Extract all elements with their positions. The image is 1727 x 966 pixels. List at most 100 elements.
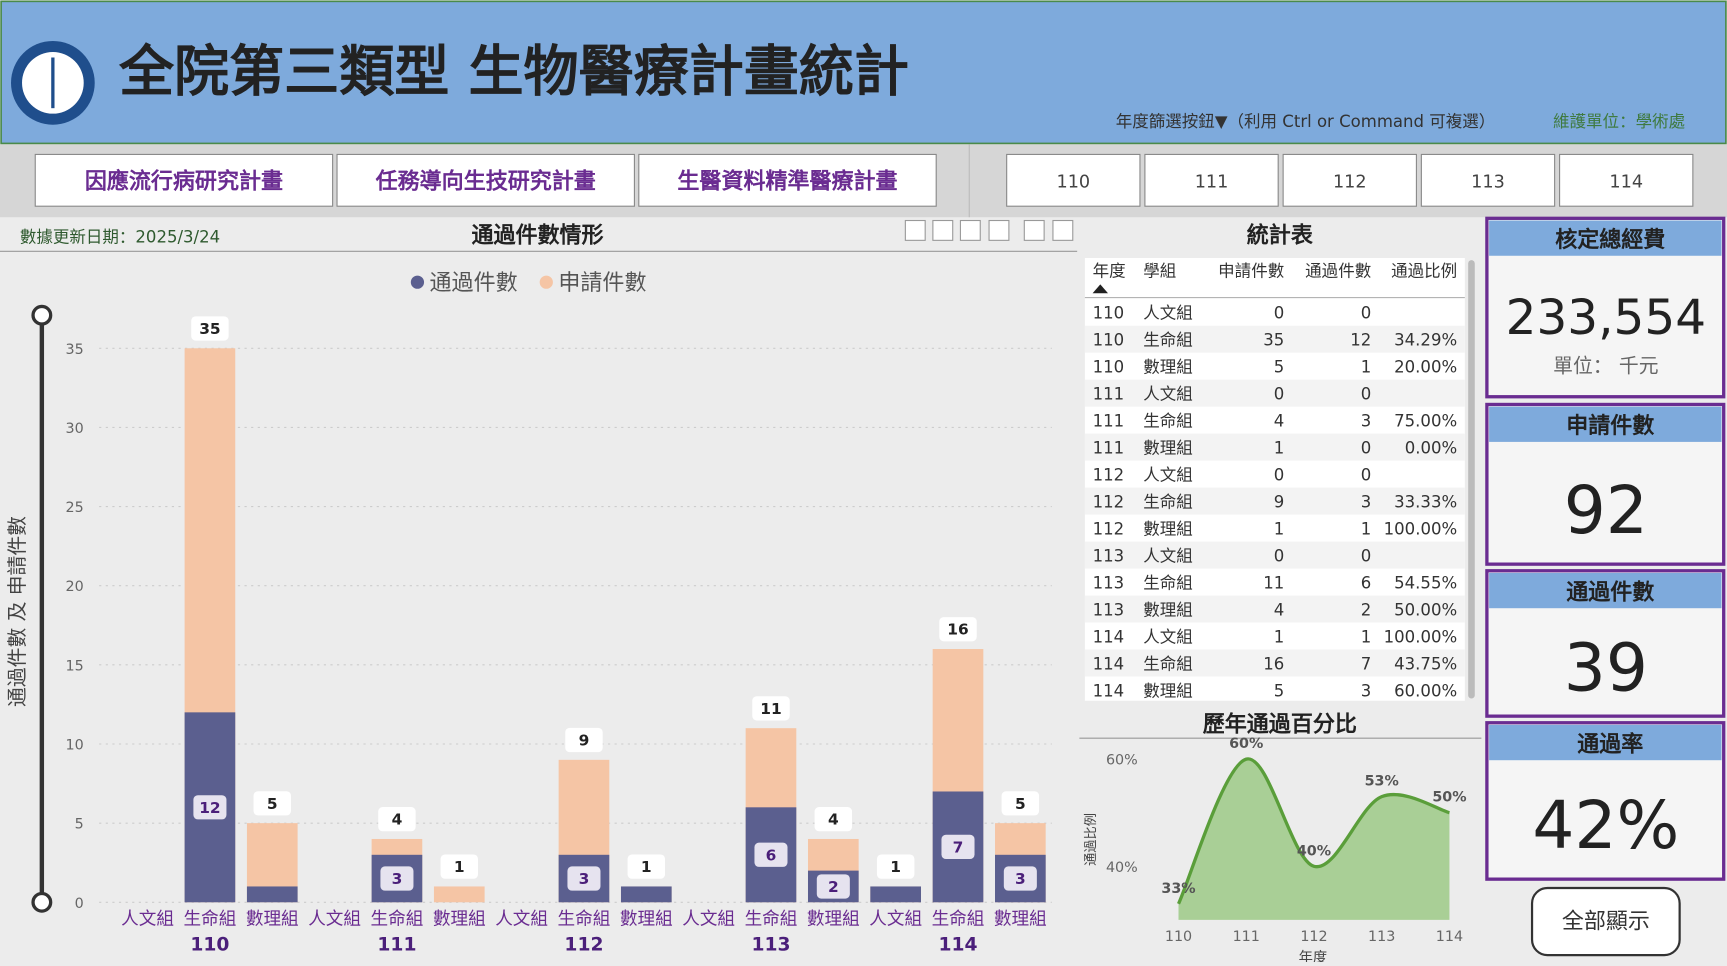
bar[interactable] [433, 886, 485, 903]
x-tick-label: 生命組 [184, 909, 237, 929]
kpi-header [1489, 724, 1722, 761]
kpi-title: 核定總經費 [1555, 227, 1665, 253]
data-label: 3 [579, 870, 590, 888]
year-label[interactable]: 114 [1609, 172, 1643, 192]
data-label-box [567, 866, 601, 891]
legend-marker [539, 275, 553, 289]
table-cell: 35 [1263, 331, 1284, 350]
table-cell: 數理組 [1143, 358, 1193, 377]
table-cell: 114 [1093, 654, 1125, 673]
slider[interactable] [31, 304, 53, 913]
table-cell: 60.00% [1394, 681, 1457, 700]
table-cell: 114 [1093, 627, 1125, 646]
table-cell: 人文組 [1143, 627, 1193, 646]
kpi-value: 42% [1532, 787, 1679, 864]
year-button[interactable] [1420, 153, 1556, 207]
tool-icon[interactable] [904, 219, 926, 241]
table-cell: 50.00% [1394, 600, 1457, 619]
data-label: 35 [199, 320, 220, 338]
year-label[interactable]: 113 [1471, 172, 1505, 192]
year-label[interactable]: 112 [1333, 172, 1367, 192]
tool-icon[interactable] [932, 219, 954, 241]
table-cell: 生命組 [1143, 411, 1193, 430]
table-header: 年度 [1093, 262, 1126, 281]
y-tick-label: 60% [1106, 753, 1138, 769]
table-cell: 1 [1274, 519, 1285, 538]
show-all-label[interactable]: 全部顯示 [1562, 910, 1650, 935]
bar[interactable] [246, 886, 298, 903]
x-tick-label: 生命組 [745, 909, 798, 929]
table-cell: 112 [1093, 519, 1125, 538]
tab-button[interactable] [34, 153, 334, 207]
tool-icon[interactable] [1023, 219, 1045, 241]
data-label-box [754, 842, 788, 867]
tool-icon[interactable] [959, 219, 981, 241]
table-header: 通過比例 [1391, 262, 1457, 281]
data-label: 4 [828, 811, 839, 829]
header-bar [0, 0, 1727, 145]
kpi-header [1489, 572, 1722, 609]
table-cell: 0 [1361, 384, 1372, 403]
bar[interactable] [620, 886, 672, 903]
data-label: 16 [947, 621, 968, 639]
table-cell: 1 [1274, 627, 1285, 646]
table-cell: 110 [1093, 331, 1125, 350]
slider-handle[interactable] [31, 891, 53, 913]
data-label: 1 [890, 858, 901, 876]
tool-icon[interactable] [988, 219, 1010, 241]
table-cell: 0 [1361, 304, 1372, 323]
x-group-label: 111 [377, 935, 416, 956]
data-label: 12 [199, 799, 220, 817]
year-button[interactable] [1006, 153, 1141, 207]
y-axis-title: 通過件數 及 申請件數 [6, 516, 29, 707]
x-group-label: 110 [190, 935, 229, 956]
slider-handle[interactable] [31, 304, 53, 326]
table-cell: 112 [1093, 465, 1125, 484]
x-tick-label: 人文組 [121, 909, 174, 929]
tool-icon[interactable] [1052, 219, 1074, 241]
tab-button[interactable] [336, 153, 635, 207]
table-cell: 0.00% [1405, 438, 1457, 457]
legend-label: 申請件數 [558, 271, 646, 296]
year-button[interactable] [1282, 153, 1417, 207]
tab-label[interactable]: 任務導向生技研究計畫 [375, 169, 596, 195]
table-cell: 20.00% [1394, 358, 1457, 377]
y-tick-label: 15 [66, 658, 84, 674]
table-cell: 2 [1361, 600, 1372, 619]
y-axis-title: 通過比例 [1083, 813, 1099, 866]
table-cell: 數理組 [1143, 600, 1193, 619]
y-tick-label: 25 [66, 500, 84, 516]
tab-label[interactable]: 因應流行病研究計畫 [85, 169, 283, 195]
maintainer: 維護單位：學術處 [1553, 112, 1685, 131]
y-tick-label: 35 [66, 342, 84, 358]
x-tick-label: 人文組 [869, 909, 922, 929]
x-tick-label: 數理組 [807, 909, 860, 929]
x-tick-label: 數理組 [620, 909, 673, 929]
year-button[interactable] [1144, 153, 1279, 207]
data-label: 5 [1015, 795, 1026, 813]
data-label-box [253, 791, 291, 816]
table-cell: 生命組 [1143, 331, 1193, 350]
x-tick-label: 111 [1233, 929, 1260, 945]
tab-button[interactable] [638, 153, 937, 207]
table-cell: 11 [1263, 573, 1284, 592]
show-all-button[interactable] [1530, 886, 1681, 957]
tab-label[interactable]: 生醫資料精準醫療計畫 [677, 169, 897, 195]
data-label-box [378, 807, 416, 832]
year-label[interactable]: 111 [1195, 172, 1229, 192]
kpi-value: 233,554 [1506, 290, 1706, 346]
toolbar [904, 219, 1074, 241]
x-tick-label: 生命組 [371, 909, 424, 929]
x-tick-label: 110 [1165, 929, 1192, 945]
table-cell: 3 [1361, 681, 1372, 700]
table-cell: 生命組 [1143, 573, 1193, 592]
table-cell: 人文組 [1143, 304, 1193, 323]
table-cell: 9 [1274, 492, 1285, 511]
line [1177, 757, 1450, 905]
year-button[interactable] [1559, 153, 1694, 207]
year-label[interactable]: 110 [1057, 172, 1091, 192]
table-cell: 5 [1274, 681, 1285, 700]
data-label: 6 [766, 846, 777, 864]
bar[interactable] [870, 886, 921, 903]
data-label: 3 [392, 870, 403, 888]
